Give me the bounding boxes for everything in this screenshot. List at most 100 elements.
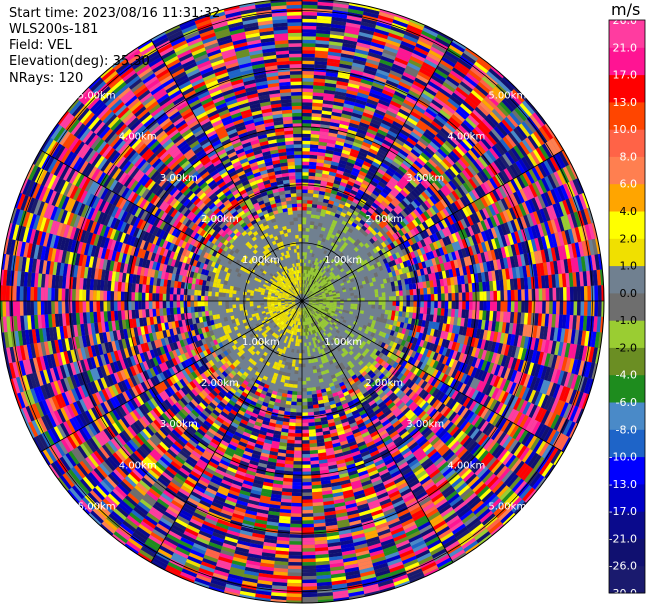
range-gate <box>311 390 317 395</box>
range-gate <box>455 127 468 139</box>
range-gate <box>308 179 315 184</box>
range-gate <box>438 130 449 141</box>
range-gate <box>389 163 399 172</box>
range-gate <box>542 288 546 301</box>
range-gate <box>360 144 370 152</box>
range-gate <box>286 446 295 451</box>
range-gate <box>314 287 319 290</box>
range-gate <box>467 149 478 161</box>
range-gate <box>458 124 470 136</box>
range-gate <box>327 203 334 209</box>
range-gate <box>358 151 368 158</box>
range-gate <box>347 219 354 225</box>
range-gate <box>398 165 408 174</box>
range-gate <box>298 363 302 368</box>
range-gate <box>379 178 388 186</box>
range-gate <box>304 273 307 277</box>
range-gate <box>295 415 302 420</box>
range-gate <box>419 68 433 78</box>
range-gate <box>410 131 421 141</box>
range-gate <box>302 440 310 444</box>
range-gate <box>328 44 343 50</box>
range-gate <box>387 192 396 200</box>
range-gate <box>475 84 489 97</box>
range-gate <box>370 118 382 126</box>
range-gate <box>302 116 312 120</box>
range-gate <box>354 48 369 56</box>
range-gate <box>293 457 302 462</box>
range-gate <box>305 224 310 229</box>
range-gate <box>331 161 339 167</box>
range-gate <box>497 80 512 94</box>
range-gate <box>304 287 307 292</box>
range-gate <box>306 203 313 208</box>
range-gate <box>310 127 321 132</box>
range-gate <box>380 55 395 64</box>
range-gate <box>339 181 347 188</box>
range-gate <box>302 137 311 141</box>
range-gate <box>378 62 392 70</box>
range-gate <box>289 537 302 542</box>
range-gate <box>559 287 564 301</box>
range-gate <box>310 380 316 385</box>
range-gate <box>312 249 316 254</box>
range-gate <box>374 28 390 36</box>
range-gate <box>496 301 501 312</box>
range-gate <box>285 456 294 462</box>
range-gate <box>294 443 302 448</box>
range-gate <box>333 97 345 104</box>
range-gate <box>313 268 317 273</box>
range-gate <box>306 288 309 292</box>
range-gate <box>302 234 306 239</box>
range-gate <box>427 80 441 91</box>
range-gate <box>305 234 309 239</box>
range-gate <box>323 96 335 102</box>
range-gate <box>310 130 320 135</box>
range-gate <box>357 189 365 196</box>
range-gate <box>302 551 316 556</box>
range-gate <box>334 213 341 219</box>
range-gate <box>441 143 453 154</box>
range-gate <box>332 255 338 261</box>
range-gate <box>474 126 486 138</box>
range-gate <box>321 253 326 258</box>
range-gate <box>302 102 313 107</box>
range-gate <box>303 287 305 291</box>
range-gate <box>448 301 452 309</box>
range-gate <box>292 359 296 364</box>
range-gate <box>404 68 418 78</box>
range-gate <box>460 156 470 168</box>
range-gate <box>476 58 491 71</box>
range-gate <box>464 97 477 110</box>
range-gate <box>349 76 362 83</box>
range-gate <box>481 118 494 131</box>
range-gate <box>496 290 501 301</box>
range-gate <box>323 93 335 98</box>
range-gate <box>302 408 308 413</box>
range-gate <box>302 130 311 134</box>
range-gate <box>302 482 312 486</box>
range-gate <box>371 115 383 123</box>
range-gate <box>322 170 330 175</box>
range-gate <box>339 200 346 206</box>
range-gate <box>411 52 426 62</box>
range-gate <box>302 11 318 16</box>
range-gate <box>316 266 320 270</box>
range-gate <box>312 284 316 288</box>
range-gate <box>355 176 364 183</box>
range-gate <box>374 233 381 240</box>
range-gate <box>417 182 427 192</box>
range-gate <box>351 186 359 193</box>
range-gate <box>293 464 302 469</box>
range-gate <box>401 284 406 291</box>
range-gate <box>307 281 310 285</box>
range-gate <box>312 264 316 269</box>
range-gate <box>313 85 325 90</box>
range-gate <box>366 58 380 66</box>
range-gate <box>292 485 302 490</box>
range-gate <box>326 181 334 187</box>
range-gate <box>302 4 318 9</box>
range-gate <box>375 105 387 114</box>
range-gate <box>292 384 298 388</box>
range-gate <box>405 284 410 291</box>
